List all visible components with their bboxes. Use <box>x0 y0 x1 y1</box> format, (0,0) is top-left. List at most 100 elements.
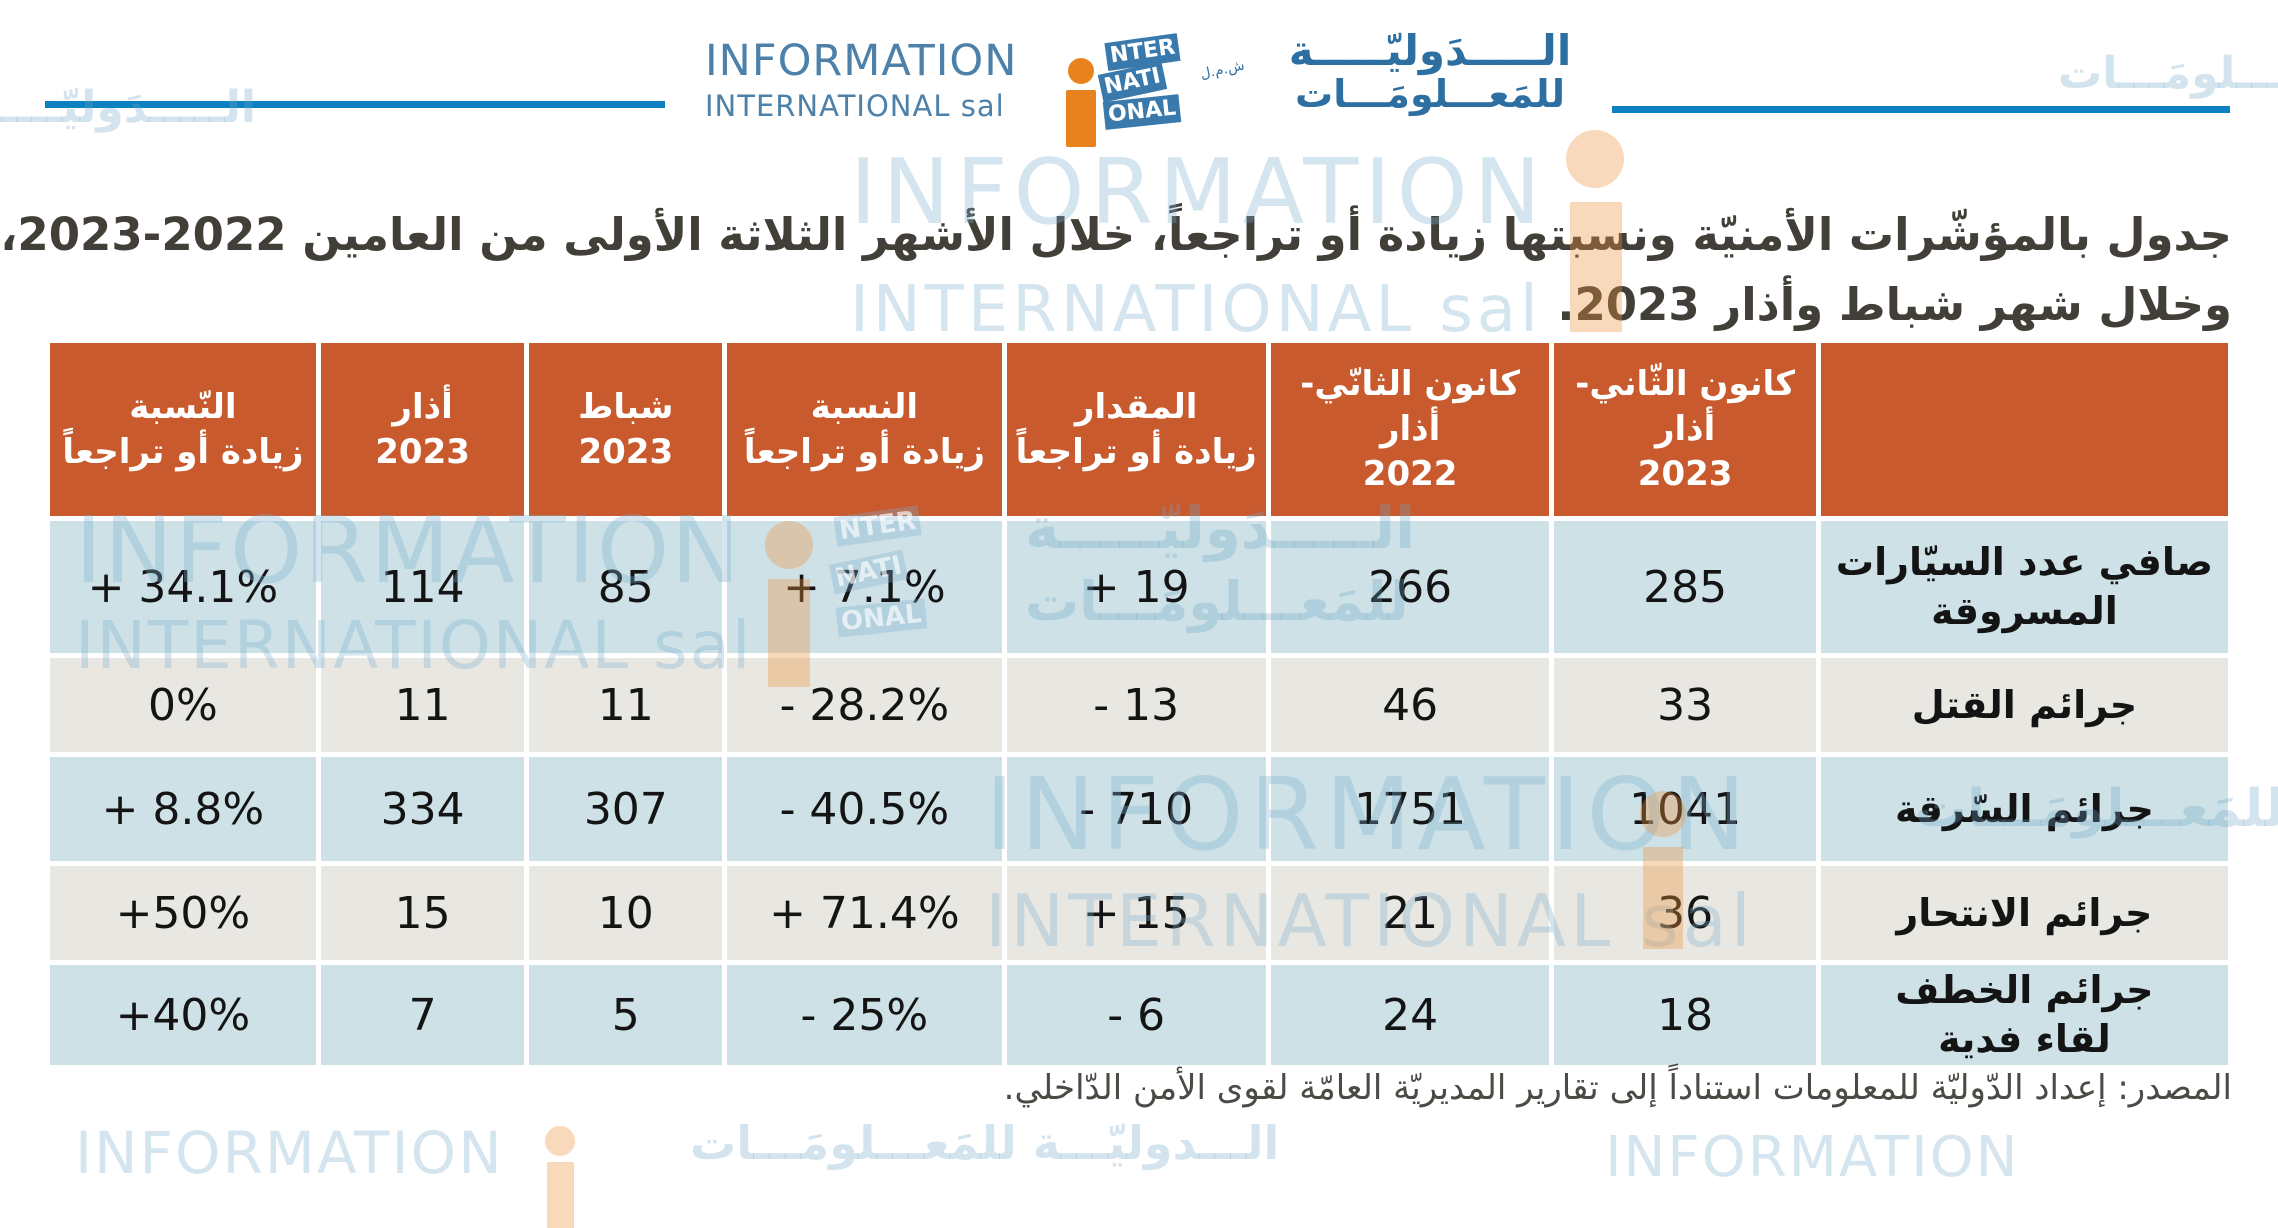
watermark-arabic-text: للمَعـــلومَـــات <box>2058 48 2278 99</box>
table-row-kidnappings: جرائم الخطف لقاء فدية 18 24 - 6 - 25% 5 … <box>50 965 2228 1065</box>
column-header-pct-change-months: النّسبة زيادة أو تراجعاً <box>50 343 316 516</box>
logo-i-icon <box>1068 58 1094 84</box>
column-header-jan-mar-2023: كانون الثّاني- أذار 2023 <box>1554 343 1816 516</box>
table-cell: 36 <box>1554 866 1816 960</box>
column-header-amount-change: المقدار زيادة أو تراجعاً <box>1006 343 1266 516</box>
table-cell: + 34.1% <box>50 521 316 653</box>
row-label: جرائم السّرقة <box>1820 757 2228 861</box>
row-label: جرائم القتل <box>1820 658 2228 752</box>
table-cell: 46 <box>1270 658 1550 752</box>
header-rule-right <box>1612 106 2230 113</box>
column-header-indicator-empty <box>1820 343 2228 516</box>
table-cell: - 6 <box>1006 965 1266 1065</box>
table-cell: - 710 <box>1006 757 1266 861</box>
table-cell: 0% <box>50 658 316 752</box>
column-header-line: النّسبة <box>129 386 237 427</box>
table-cell: 7 <box>320 965 525 1065</box>
table-row-murders: جرائم القتل 33 46 - 13 - 28.2% 11 11 0% <box>50 658 2228 752</box>
column-header-line: شباط <box>578 386 674 427</box>
column-header-line: زيادة أو تراجعاً <box>62 431 304 472</box>
table-cell: 266 <box>1270 521 1550 653</box>
table-cell: + 8.8% <box>50 757 316 861</box>
table-cell: 24 <box>1270 965 1550 1065</box>
table-cell: 307 <box>529 757 723 861</box>
header-rule-left <box>45 101 665 108</box>
logo-wordmark: INFORMATION INTERNATIONAL sal <box>705 40 1017 121</box>
table-cell: 1751 <box>1270 757 1550 861</box>
table-cell: 11 <box>320 658 525 752</box>
column-header-line: أذار <box>1654 409 1716 450</box>
page: { "logo": { "en_line1": "INFORMATION", "… <box>0 26 2278 1228</box>
watermark-i-icon <box>545 1126 575 1156</box>
row-label-line: جرائم السّرقة <box>1894 786 2154 831</box>
table-cell: 85 <box>529 521 723 653</box>
table-cell: 18 <box>1554 965 1816 1065</box>
logo-international-text: INTERNATIONAL sal <box>705 89 1005 123</box>
row-label: جرائم الانتحار <box>1820 866 2228 960</box>
column-header-line: 2023 <box>1637 453 1733 494</box>
logo-arabic-line1: الـــــدَوليّـــــة <box>1288 26 1572 75</box>
column-header-line: 2023 <box>578 431 674 472</box>
watermark-arabic-text: الـــــدَوليّـــــة <box>0 82 256 133</box>
table-cell: + 71.4% <box>727 866 1002 960</box>
logo-information-text: INFORMATION <box>705 36 1018 86</box>
table-row-suicides: جرائم الانتحار 36 21 + 15 + 71.4% 10 15 … <box>50 866 2228 960</box>
row-label-line: جرائم الخطف <box>1895 968 2154 1013</box>
row-label-line: صافي عدد السيّارات <box>1835 540 2213 585</box>
column-header-line: كانون الثانّي- <box>1300 364 1521 405</box>
table-cell: 33 <box>1554 658 1816 752</box>
watermark-i-icon <box>1566 130 1624 188</box>
table-row-stolen-cars: صافي عدد السيّارات المسروقة 285 266 + 19… <box>50 521 2228 653</box>
column-header-line: النسبة <box>810 386 919 427</box>
table-cell: 114 <box>320 521 525 653</box>
row-label-line: المسروقة <box>1931 589 2118 633</box>
security-indicators-table: كانون الثّاني- أذار 2023 كانون الثانّي- … <box>45 338 2233 1070</box>
source-note: المصدر: إعداد الدّوليّة للمعلومات استناد… <box>1003 1068 2232 1108</box>
table-cell: + 7.1% <box>727 521 1002 653</box>
table-cell: +50% <box>50 866 316 960</box>
page-title: جدول بالمؤشّرات الأمنيّة ونسبتها زيادة أ… <box>0 200 2232 340</box>
column-header-line: زيادة أو تراجعاً <box>743 431 985 472</box>
watermark-i-icon <box>547 1162 574 1228</box>
table-cell: 11 <box>529 658 723 752</box>
table-cell: - 13 <box>1006 658 1266 752</box>
table-cell: 334 <box>320 757 525 861</box>
table-cell: 1041 <box>1554 757 1816 861</box>
table-cell: 21 <box>1270 866 1550 960</box>
column-header-pct-change: النسبة زيادة أو تراجعاً <box>727 343 1002 516</box>
watermark-information-text: INFORMATION <box>75 1119 504 1187</box>
column-header-line: المقدار <box>1074 386 1198 427</box>
row-label: جرائم الخطف لقاء فدية <box>1820 965 2228 1065</box>
column-header-mar-2023: أذار 2023 <box>320 343 525 516</box>
table-cell: - 28.2% <box>727 658 1002 752</box>
column-header-line: 2022 <box>1362 453 1458 494</box>
watermark-information-text: INFORMATION <box>1605 1125 2020 1190</box>
watermark-arabic-text: الـــدوليّـــة للمَعـــلومَـــات <box>690 1116 1280 1170</box>
table-cell: 15 <box>320 866 525 960</box>
table-cell: +40% <box>50 965 316 1065</box>
logo-letter-blocks: NTER NATI ONAL <box>1096 33 1182 130</box>
row-label-line: لقاء فدية <box>1938 1017 2111 1061</box>
logo-sal-arabic: ش.م.ل <box>1198 57 1247 83</box>
row-label-line: جرائم القتل <box>1911 682 2138 727</box>
table-cell: + 15 <box>1006 866 1266 960</box>
logo-arabic-line2: للمَعـــلومَـــات <box>1295 72 1565 117</box>
table-cell: - 40.5% <box>727 757 1002 861</box>
table-cell: - 25% <box>727 965 1002 1065</box>
column-header-line: زيادة أو تراجعاً <box>1015 431 1257 472</box>
column-header-line: أذار <box>392 386 453 427</box>
column-header-feb-2023: شباط 2023 <box>529 343 723 516</box>
table-row-thefts: جرائم السّرقة 1041 1751 - 710 - 40.5% 30… <box>50 757 2228 861</box>
column-header-line: أذار <box>1379 409 1441 450</box>
column-header-line: 2023 <box>375 431 470 472</box>
row-label-line: جرائم الانتحار <box>1896 890 2153 935</box>
table-cell: 5 <box>529 965 723 1065</box>
page-title-line1: جدول بالمؤشّرات الأمنيّة ونسبتها زيادة أ… <box>0 208 2232 261</box>
header-row: كانون الثّاني- أذار 2023 كانون الثانّي- … <box>50 343 2228 516</box>
logo-i-icon <box>1066 90 1096 147</box>
row-label: صافي عدد السيّارات المسروقة <box>1820 521 2228 653</box>
column-header-line: كانون الثّاني- <box>1575 364 1796 405</box>
table-cell: 285 <box>1554 521 1816 653</box>
page-title-line2: وخلال شهر شباط وأذار 2023. <box>1557 277 2232 331</box>
table-cell: 10 <box>529 866 723 960</box>
